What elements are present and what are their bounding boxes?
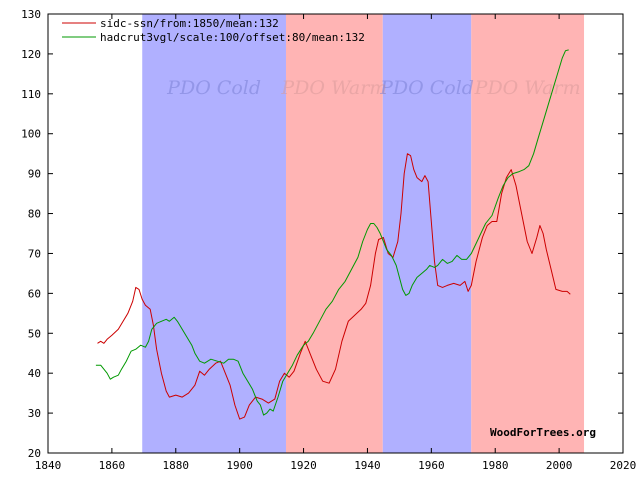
x-tick-label: 1980: [482, 459, 509, 472]
y-tick-label: 40: [28, 367, 41, 380]
x-tick-label: 1880: [163, 459, 190, 472]
pdo-region-band: [471, 14, 585, 453]
x-tick-label: 1840: [35, 459, 62, 472]
x-tick-label: 1960: [418, 459, 445, 472]
legend: sidc-ssn/from:1850/mean:132 hadcrut3vgl/…: [62, 17, 365, 44]
y-tick-label: 100: [21, 128, 41, 141]
x-tick-label: 2000: [546, 459, 573, 472]
y-tick-label: 80: [28, 208, 41, 221]
y-tick-label: 70: [28, 247, 41, 260]
pdo-region-band: [285, 14, 383, 453]
series-line-temperature: [95, 49, 569, 416]
y-axis-ticks: 20 30 40 50 60 70 80 90 100 110 120 130: [21, 8, 623, 460]
y-tick-label: 30: [28, 407, 41, 420]
y-tick-label: 110: [21, 88, 41, 101]
series-line-sunspots: [97, 153, 571, 420]
y-tick-label: 90: [28, 168, 41, 181]
legend-label-sunspots: sidc-ssn/from:1850/mean:132: [100, 17, 279, 30]
legend-label-temperature: hadcrut3vgl/scale:100/offset:80/mean:132: [100, 31, 365, 44]
pdo-regions: [142, 14, 585, 453]
pdo-region-label: PDO Cold: [166, 77, 261, 99]
x-tick-label: 1940: [354, 459, 381, 472]
y-tick-label: 60: [28, 287, 41, 300]
x-axis-ticks: 1840 1860 1880 1900 1920 1940 1960 1980 2000 2020: [35, 14, 637, 472]
y-tick-label: 130: [21, 8, 41, 21]
pdo-region-label: PDO Cold: [379, 77, 474, 99]
data-series: [95, 49, 571, 420]
pdo-region-label: PDO Warm: [280, 77, 387, 99]
x-tick-label: 1900: [226, 459, 253, 472]
watermark: WoodForTrees.org: [490, 426, 596, 439]
y-tick-label: 20: [28, 447, 41, 460]
y-tick-label: 120: [21, 48, 41, 61]
x-tick-label: 1860: [99, 459, 126, 472]
pdo-region-band: [142, 14, 286, 453]
pdo-region-label: PDO Warm: [474, 77, 581, 99]
y-tick-label: 50: [28, 327, 41, 340]
x-tick-label: 1920: [290, 459, 317, 472]
pdo-region-band: [382, 14, 472, 453]
x-tick-label: 2020: [610, 459, 637, 472]
plot-frame: [47, 13, 624, 454]
